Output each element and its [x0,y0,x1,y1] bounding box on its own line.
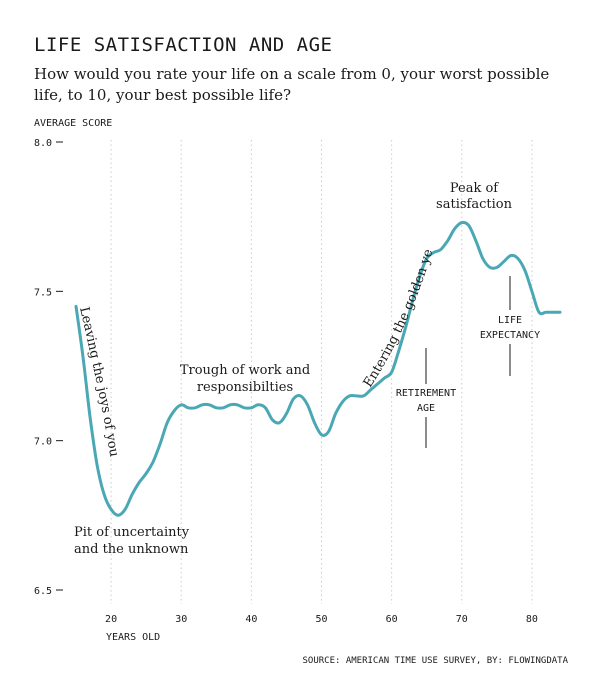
y-axis-label: AVERAGE SCORE [34,118,113,129]
x-tick-label: 20 [105,614,117,625]
y-tick-label: 6.5 [34,586,52,597]
x-tick-label: 60 [386,614,398,625]
x-tick-label: 40 [245,614,257,625]
annotation-peak-line2: satisfaction [436,197,513,212]
x-tick-label: 70 [456,614,468,625]
annotation-life-expectancy-line1: LIFE [498,315,522,326]
annotation-retirement-line2: AGE [417,403,435,414]
y-tick-label: 7.0 [34,437,52,448]
annotation-retirement-line1: RETIREMENT [396,388,456,399]
x-tick-label: 80 [526,614,538,625]
x-tick-label: 30 [175,614,187,625]
chart-title: LIFE SATISFACTION AND AGE [34,34,333,56]
x-tick-label: 50 [315,614,327,625]
annotation-trough-line1: Trough of work and [180,363,310,378]
y-tick-label: 7.5 [34,287,52,298]
annotation-pit-line2: and the unknown [74,542,189,557]
grid-lines [110,140,533,604]
annotations: Leaving the joys of youth Pit of uncerta… [0,0,540,557]
annotation-life-expectancy-line2: EXPECTANCY [480,330,540,341]
chart-subtitle: How would you rate your life on a scale … [34,65,550,104]
y-tick-label: 8.0 [34,138,52,149]
annotation-leaving-youth: Leaving the joys of youth [0,0,121,458]
x-axis-label: YEARS OLD [106,632,161,643]
annotation-peak-line1: Peak of [450,181,499,196]
annotation-golden-years: Entering the golden years [0,0,436,390]
annotation-trough-line2: responsibilties [197,380,293,395]
y-axis: 8.0 7.5 7.0 6.5 [34,138,63,597]
source-note: SOURCE: AMERICAN TIME USE SURVEY, BY: FL… [302,656,568,666]
series-line [74,220,562,517]
x-axis: 20 30 40 50 60 70 80 [105,614,538,625]
annotation-pit-line1: Pit of uncertainty [74,525,190,540]
